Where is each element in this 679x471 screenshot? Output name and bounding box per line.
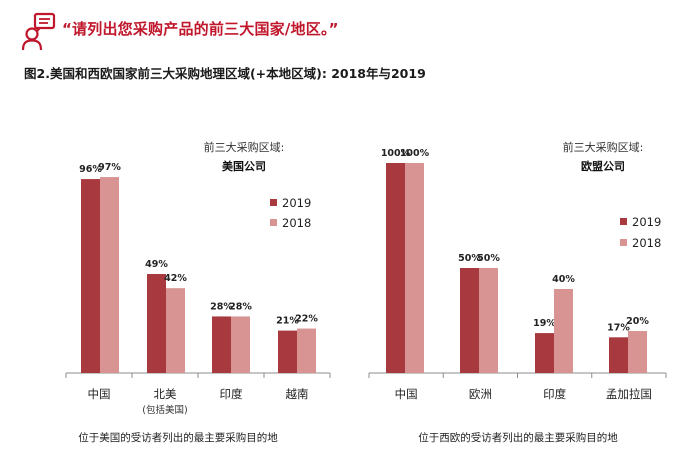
legend-swatch-2018 — [270, 219, 277, 226]
category-label: 孟加拉国 — [606, 387, 652, 401]
legend-label-2018: 2018 — [282, 216, 311, 230]
bar-2018 — [231, 316, 250, 373]
bar-2018 — [297, 328, 316, 373]
data-label-2018: 97% — [98, 162, 121, 173]
category-label: 越南 — [286, 387, 309, 401]
legend-swatch-2019 — [270, 199, 277, 206]
figure-title: 图2.美国和西欧国家前三大采购地理区域(+本地区域): 2018年与2019 — [24, 66, 426, 81]
bar-2019 — [386, 163, 405, 373]
chart-annotation-company: 欧盟公司 — [581, 159, 625, 173]
data-label-2019: 100% — [381, 148, 411, 159]
data-label-2018: 22% — [295, 314, 318, 325]
bar-2018 — [405, 163, 424, 373]
bar-2019 — [609, 337, 628, 373]
legend-label-2018: 2018 — [632, 236, 661, 250]
bar-2018 — [166, 288, 185, 373]
data-label-2019: 49% — [145, 259, 168, 270]
data-label-2019: 21% — [276, 316, 299, 327]
data-label-2019: 96% — [79, 164, 102, 175]
bar-2019 — [81, 179, 100, 373]
category-label: 印度 — [543, 387, 566, 401]
data-label-2019: 50% — [458, 253, 481, 264]
legend-label-2019: 2019 — [632, 215, 661, 229]
bar-2018 — [554, 289, 573, 373]
bar-2018 — [628, 331, 647, 373]
legend-label-2019: 2019 — [282, 196, 311, 210]
data-label-2018: 42% — [164, 273, 187, 284]
category-label: 中国 — [395, 387, 418, 401]
bar-2019 — [278, 330, 297, 373]
category-label: 印度 — [220, 387, 243, 401]
data-label-2019: 17% — [607, 322, 630, 333]
data-label-2019: 19% — [533, 318, 556, 329]
chart-annotation-heading: 前三大采购区域: — [204, 140, 285, 154]
category-label: 北美 — [154, 387, 177, 401]
survey-question: “请列出您采购产品的前三大国家/地区。” — [62, 20, 339, 38]
data-label-2018: 50% — [477, 253, 500, 264]
chart-annotation-heading: 前三大采购区域: — [563, 140, 644, 154]
data-label-2018: 40% — [552, 274, 575, 285]
data-label-2018: 20% — [626, 316, 649, 327]
category-sublabel: (包括美国) — [142, 404, 187, 416]
x-axis-title: 位于美国的受访者列出的最主要采购目的地 — [78, 431, 278, 444]
bar-2019 — [147, 274, 166, 373]
person-speech-icon — [22, 12, 56, 51]
legend-swatch-2019 — [620, 218, 627, 225]
x-axis-title: 位于西欧的受访者列出的最主要采购目的地 — [418, 431, 618, 444]
bar-2019 — [212, 316, 231, 373]
data-label-2018: 100% — [400, 148, 430, 159]
bar-2019 — [535, 333, 554, 373]
bar-2019 — [460, 268, 479, 373]
data-label-2019: 28% — [210, 301, 233, 312]
bar-2018 — [100, 177, 119, 373]
chart-annotation-company: 美国公司 — [222, 159, 266, 173]
category-label: 中国 — [88, 387, 111, 401]
legend-swatch-2018 — [620, 239, 627, 246]
data-label-2018: 28% — [229, 301, 252, 312]
category-label: 欧洲 — [469, 387, 492, 401]
bar-2018 — [479, 268, 498, 373]
